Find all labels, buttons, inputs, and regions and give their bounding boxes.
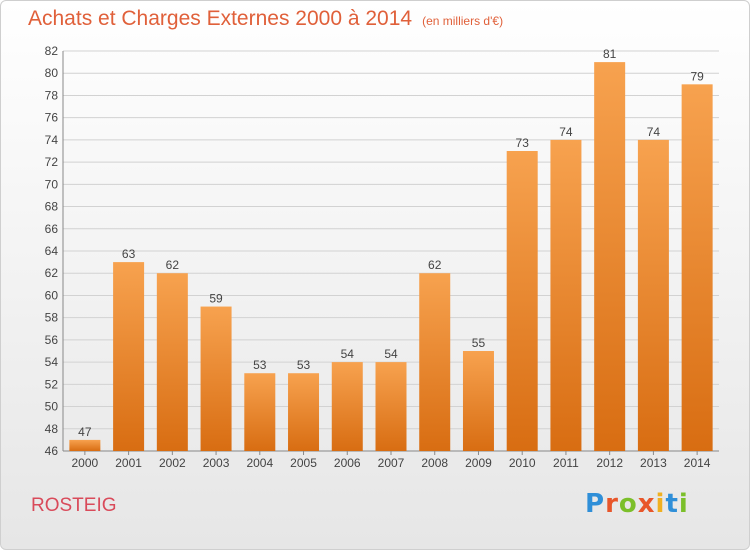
y-tick-label: 64 xyxy=(45,244,59,258)
value-label: 53 xyxy=(253,358,267,372)
y-tick-label: 60 xyxy=(45,288,59,302)
place-name: ROSTEIG xyxy=(31,495,117,516)
logo-letter: t xyxy=(665,489,679,519)
x-tick-label: 2012 xyxy=(596,456,623,470)
x-tick-label: 2011 xyxy=(553,456,579,470)
title-text: Achats et Charges Externes 2000 à 2014 xyxy=(28,7,413,30)
y-tick-label: 82 xyxy=(45,44,59,58)
logo-letter: o xyxy=(618,489,638,519)
x-tick-label: 2003 xyxy=(203,456,230,470)
x-tick-label: 2008 xyxy=(421,456,448,470)
x-tick-label: 2004 xyxy=(246,456,273,470)
y-tick-label: 72 xyxy=(45,155,59,169)
bar-2001 xyxy=(113,262,145,451)
value-label: 55 xyxy=(472,336,486,350)
y-tick-label: 58 xyxy=(45,311,59,325)
value-label: 47 xyxy=(78,425,92,439)
y-tick-label: 66 xyxy=(45,222,59,236)
bars xyxy=(69,62,713,451)
y-tick-label: 80 xyxy=(45,66,59,80)
y-tick-label: 48 xyxy=(45,422,59,436)
chart-subtitle: (en milliers d'€) xyxy=(422,14,504,28)
bar-2012 xyxy=(594,62,626,451)
bar-2011 xyxy=(550,139,582,451)
x-tick-label: 2006 xyxy=(334,456,361,470)
value-label: 79 xyxy=(690,69,704,83)
labels: 46 48 50 52 54 56 58 60 62 64 66 68 70 72 74 76 78 80 82 47… xyxy=(45,44,711,470)
value-label: 74 xyxy=(647,125,661,139)
logo-letter: i xyxy=(678,489,689,519)
x-tick-label: 2014 xyxy=(684,456,711,470)
y-tick-label: 76 xyxy=(45,111,59,125)
bar-2002 xyxy=(156,273,188,451)
value-label: 62 xyxy=(166,258,180,272)
bar-2000 xyxy=(69,439,101,451)
y-tick-label: 46 xyxy=(45,444,59,458)
y-tick-label: 74 xyxy=(45,133,59,147)
value-label: 81 xyxy=(603,47,617,61)
bar-2004 xyxy=(244,373,276,451)
bar-2009 xyxy=(462,351,494,451)
value-label: 63 xyxy=(122,247,136,261)
bar-2003 xyxy=(200,306,232,451)
value-label: 54 xyxy=(384,347,398,361)
logo-letter: i xyxy=(655,489,666,519)
chart-title: Achats et Charges Externes 2000 à 2014 (e… xyxy=(28,7,503,31)
value-label: 73 xyxy=(516,136,530,150)
bar-2008 xyxy=(419,273,451,451)
bar-2013 xyxy=(637,139,669,451)
bar-2014 xyxy=(681,84,713,451)
bar-2007 xyxy=(375,362,407,451)
logo-letter: x xyxy=(637,489,656,519)
logo-letter: r xyxy=(605,489,619,519)
x-tick-label: 2001 xyxy=(115,456,142,470)
x-tick-label: 2000 xyxy=(72,456,99,470)
x-tick-label: 2002 xyxy=(159,456,186,470)
x-tick-label: 2010 xyxy=(509,456,536,470)
y-tick-label: 50 xyxy=(45,400,59,414)
y-tick-label: 52 xyxy=(45,377,59,391)
x-tick-label: 2005 xyxy=(290,456,317,470)
value-label: 59 xyxy=(209,292,223,306)
y-tick-label: 70 xyxy=(45,177,59,191)
y-tick-label: 68 xyxy=(45,200,59,214)
value-label: 62 xyxy=(428,258,442,272)
x-tick-label: 2007 xyxy=(378,456,405,470)
bar-2006 xyxy=(331,362,363,451)
proxiti-logo: Proxiti xyxy=(585,489,689,519)
value-label: 74 xyxy=(559,125,573,139)
bar-2010 xyxy=(506,151,538,451)
bar-2005 xyxy=(288,373,320,451)
y-tick-label: 62 xyxy=(45,266,59,280)
logo-letter: P xyxy=(585,489,606,519)
value-label: 53 xyxy=(297,358,311,372)
y-tick-label: 56 xyxy=(45,333,59,347)
value-label: 54 xyxy=(341,347,355,361)
x-tick-label: 2013 xyxy=(640,456,667,470)
x-tick-label: 2009 xyxy=(465,456,492,470)
y-tick-label: 54 xyxy=(45,355,59,369)
y-tick-label: 78 xyxy=(45,88,59,102)
